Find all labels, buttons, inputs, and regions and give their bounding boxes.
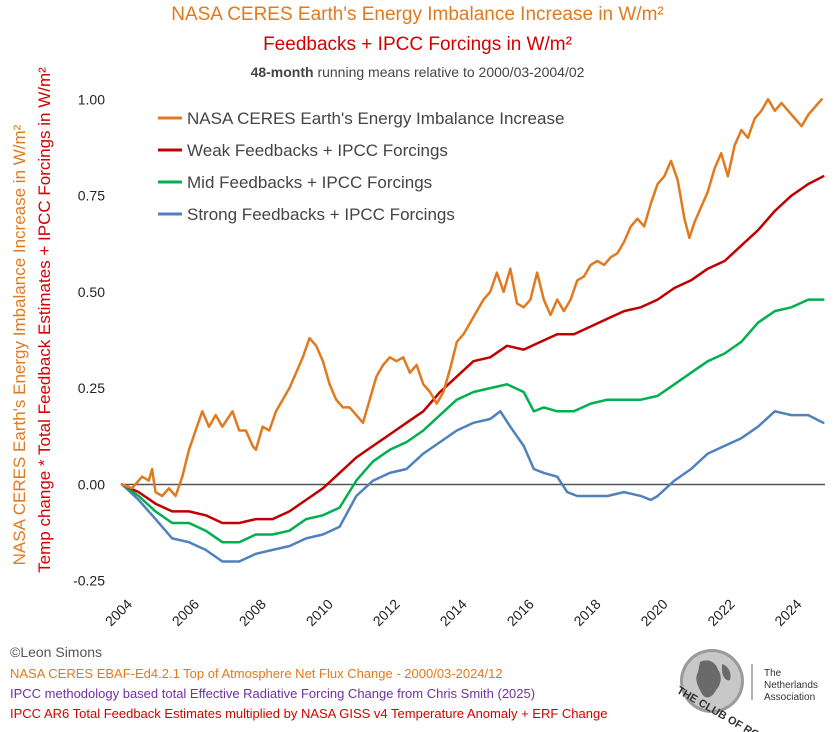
y-tick-label: -0.25 xyxy=(73,573,105,589)
legend-label: Weak Feedbacks + IPCC Forcings xyxy=(187,141,448,160)
source-line-3: IPCC AR6 Total Feedback Estimates multip… xyxy=(10,706,608,721)
series-line-mid-feedbacks xyxy=(120,298,825,544)
chart-title-line1: NASA CERES Earth's Energy Imbalance Incr… xyxy=(171,4,664,25)
chart-title-line2: Feedbacks + IPCC Forcings in W/m² xyxy=(263,34,572,55)
legend-label: Mid Feedbacks + IPCC Forcings xyxy=(187,173,432,192)
x-tick-label: 2008 xyxy=(236,596,269,629)
source-line-2: IPCC methodology based total Effective R… xyxy=(10,686,536,701)
y-tick-label: 0.50 xyxy=(78,284,105,300)
x-tick-label: 2004 xyxy=(102,596,135,629)
logo-association-text: The Netherlands Association xyxy=(764,668,835,704)
y-axis-title-feedbacks: Temp change * Total Feedback Estimates +… xyxy=(35,67,54,573)
series-line-weak-feedbacks xyxy=(120,175,825,525)
subtitle-bold: 48-month xyxy=(250,64,314,80)
x-tick-label: 2018 xyxy=(570,596,603,629)
y-axis-title-nasa: NASA CERES Earth's Energy Imbalance Incr… xyxy=(10,124,29,565)
x-tick-label: 2010 xyxy=(303,596,336,629)
credit: ©Leon Simons xyxy=(10,644,103,660)
series-line-strong-feedbacks xyxy=(120,410,825,563)
y-tick-label: 1.00 xyxy=(78,91,105,107)
y-tick-label: 0.00 xyxy=(78,476,105,492)
legend-label: NASA CERES Earth's Energy Imbalance Incr… xyxy=(187,109,564,128)
series-line-nasa-ceres xyxy=(120,98,823,498)
logo-line2: Association xyxy=(764,692,816,703)
club-of-rome-logo: THE CLUB OF ROME xyxy=(674,649,776,732)
y-tick-label: 0.75 xyxy=(78,188,105,204)
subtitle-rest: running means relative to 2000/03-2004/0… xyxy=(313,64,585,80)
x-tick-label: 2006 xyxy=(169,596,202,629)
legend-label: Strong Feedbacks + IPCC Forcings xyxy=(187,205,455,224)
x-tick-label: 2014 xyxy=(437,596,470,629)
chart-subtitle: 48-month running means relative to 2000/… xyxy=(0,64,835,80)
x-tick-label: 2020 xyxy=(637,596,670,629)
logo-line1: The Netherlands xyxy=(764,668,818,691)
y-tick-label: 0.25 xyxy=(78,380,105,396)
x-tick-label: 2012 xyxy=(370,596,403,629)
source-line-1: NASA CERES EBAF-Ed4.2.1 Top of Atmospher… xyxy=(10,666,503,681)
x-tick-label: 2024 xyxy=(771,596,804,629)
x-tick-label: 2016 xyxy=(504,596,537,629)
x-tick-label: 2022 xyxy=(704,596,737,629)
